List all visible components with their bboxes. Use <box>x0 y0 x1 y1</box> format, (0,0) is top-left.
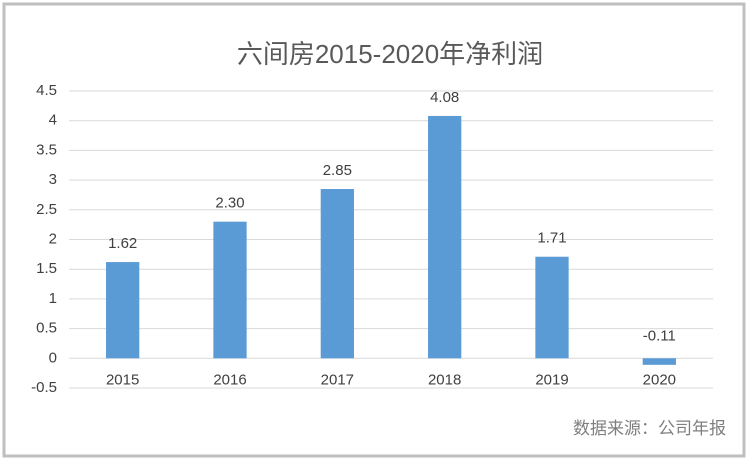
y-tick-label: 1.5 <box>36 260 57 277</box>
source-note: 数据来源：公司年报 <box>573 419 726 438</box>
value-label: 1.71 <box>537 230 566 247</box>
y-tick-label: 0.5 <box>36 320 57 337</box>
x-tick-label: 2019 <box>535 371 568 388</box>
x-tick-label: 2015 <box>106 371 139 388</box>
y-tick-label: -0.5 <box>31 379 57 396</box>
y-tick-label: 2 <box>49 230 57 247</box>
bar <box>106 262 140 359</box>
x-tick-label: 2018 <box>428 371 461 388</box>
bar <box>535 256 569 359</box>
bar <box>428 115 462 359</box>
bar <box>642 358 676 365</box>
value-label: -0.11 <box>643 327 676 344</box>
value-label: 4.08 <box>430 89 459 106</box>
chart-frame <box>2 2 746 458</box>
y-tick-label: 1 <box>49 290 57 307</box>
x-tick-label: 2020 <box>643 371 676 388</box>
bar <box>320 189 354 359</box>
x-tick-label: 2016 <box>213 371 246 388</box>
value-label: 2.30 <box>215 195 244 212</box>
y-tick-label: 0 <box>49 349 57 366</box>
x-tick-label: 2017 <box>321 371 354 388</box>
y-tick-label: 4 <box>49 112 57 129</box>
y-tick-label: 3 <box>49 171 57 188</box>
bar <box>213 221 247 359</box>
value-label: 2.85 <box>323 162 352 179</box>
y-tick-label: 4.5 <box>36 82 57 99</box>
y-tick-label: 3.5 <box>36 141 57 158</box>
chart-title: 六间房2015-2020年净利润 <box>237 39 543 69</box>
value-label: 1.62 <box>108 235 137 252</box>
y-tick-label: 2.5 <box>36 201 57 218</box>
